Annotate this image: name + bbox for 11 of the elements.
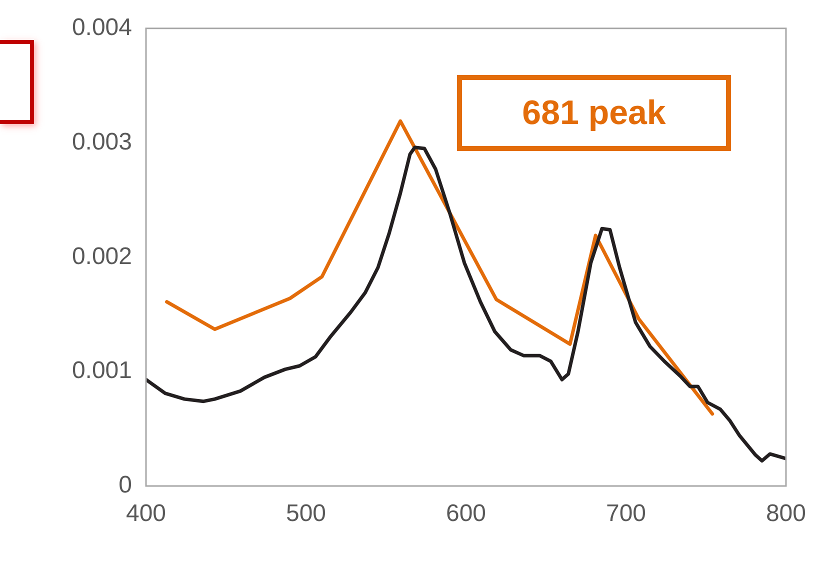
y-tick-label: 0.002 xyxy=(72,242,132,270)
x-tick-label: 700 xyxy=(606,500,646,528)
y-tick-label: 0.001 xyxy=(72,357,132,384)
x-tick-label: 800 xyxy=(766,500,806,528)
x-tick-label: 600 xyxy=(446,500,486,528)
x-tick-label: 500 xyxy=(286,500,326,528)
y-tick-label: 0.004 xyxy=(72,14,132,42)
y-tick-label: 0.003 xyxy=(72,128,132,156)
annotation: 681 peak xyxy=(521,92,667,134)
y-tick-label: 0 xyxy=(118,472,132,499)
x-tick-label: 400 xyxy=(126,500,166,528)
